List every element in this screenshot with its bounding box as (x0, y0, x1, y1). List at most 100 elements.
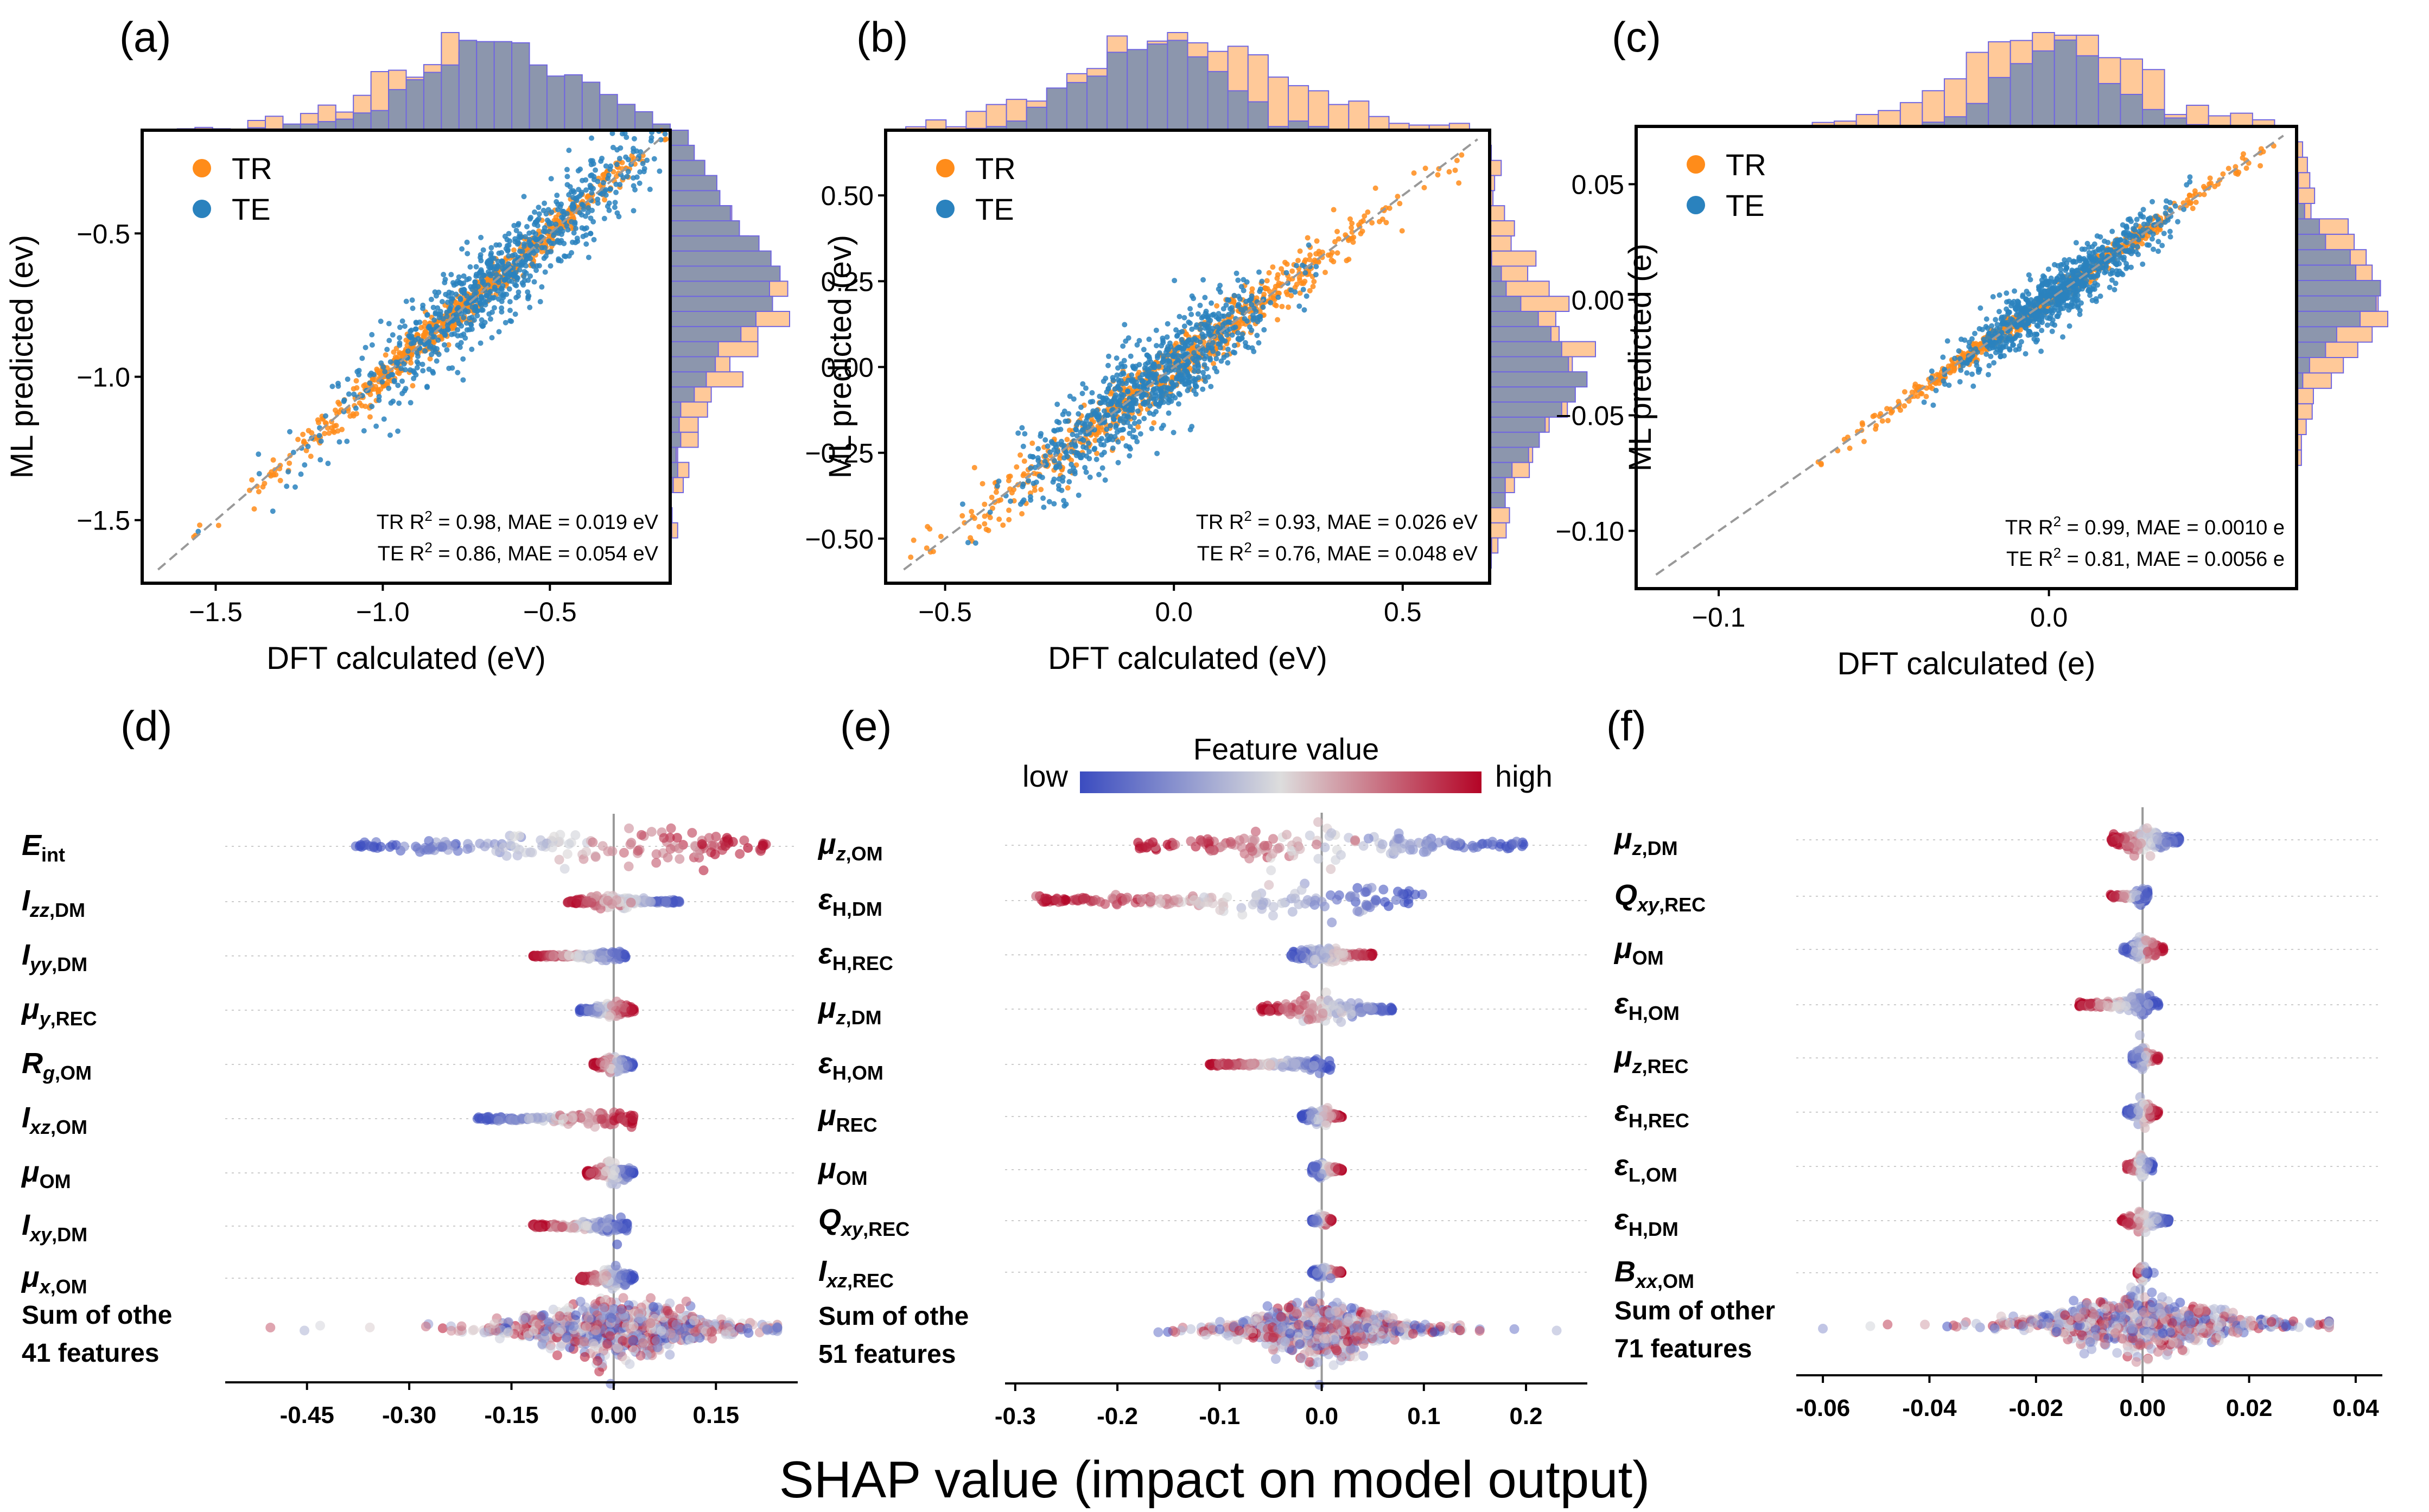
hist-bar-top (2230, 112, 2253, 127)
data-point (1126, 414, 1132, 420)
data-point (1990, 294, 1996, 299)
data-point (507, 299, 513, 305)
data-point (300, 431, 306, 437)
data-point (2127, 216, 2133, 222)
data-point (1177, 314, 1182, 320)
data-point (1080, 444, 1086, 450)
data-point (590, 219, 596, 225)
panel-label: (d) (120, 702, 172, 750)
data-point (498, 291, 504, 297)
hist-bar-top (1066, 82, 1088, 131)
data-point (1350, 239, 1356, 245)
data-point (251, 506, 257, 512)
data-point (1311, 279, 1317, 285)
x-tick-label: −1.5 (189, 597, 243, 627)
data-point (2058, 261, 2064, 267)
data-point (1110, 445, 1116, 451)
data-point (1121, 371, 1127, 377)
data-point (1256, 269, 1262, 275)
data-point (1045, 443, 1051, 449)
data-point (369, 342, 375, 348)
data-point (2034, 311, 2040, 317)
data-point (1165, 358, 1171, 363)
data-point (1247, 297, 1253, 303)
data-point (1080, 381, 1086, 387)
data-point (397, 335, 403, 341)
data-point (1993, 349, 1999, 355)
hist-bar-top (1966, 103, 1989, 127)
data-point (1214, 303, 1220, 309)
hist-bar-right (670, 326, 742, 342)
data-point (378, 318, 384, 324)
data-point (1006, 516, 1012, 522)
y-tick-label: −0.5 (77, 219, 130, 249)
data-point (450, 280, 456, 286)
data-point (1351, 234, 1357, 240)
data-point (579, 212, 585, 218)
data-point (989, 494, 995, 500)
data-point (1156, 350, 1162, 356)
data-point (2104, 247, 2110, 253)
data-point (1050, 440, 1055, 446)
legend-marker-train (1687, 155, 1705, 174)
data-point (542, 269, 548, 275)
data-point (1058, 438, 1064, 444)
y-axis-label: ML predicted (e) (1623, 244, 1658, 471)
data-point (1286, 304, 1292, 310)
data-point (1076, 411, 1082, 417)
colorbar-low-label: low (1022, 759, 1069, 793)
data-point (473, 273, 479, 279)
data-point (657, 168, 663, 174)
data-point (2167, 228, 2173, 234)
data-point (322, 420, 328, 426)
data-point (1241, 288, 1247, 294)
legend-label-test: TE (232, 192, 271, 226)
data-point (1456, 180, 1462, 186)
data-point (1042, 437, 1048, 443)
data-point (431, 317, 437, 323)
data-point (2188, 200, 2194, 206)
data-point (449, 331, 455, 337)
data-point (457, 344, 463, 350)
data-point (531, 279, 537, 285)
data-point (1078, 429, 1084, 435)
data-point (345, 376, 351, 382)
data-point (529, 261, 535, 267)
data-point (2058, 296, 2064, 302)
data-point (353, 378, 359, 384)
data-point (1150, 387, 1156, 393)
data-point (1256, 314, 1262, 320)
data-point (1422, 165, 1428, 171)
data-point (402, 323, 408, 329)
data-point (564, 174, 570, 180)
data-point (2225, 165, 2231, 171)
data-point (439, 299, 445, 305)
data-point (1104, 389, 1110, 395)
data-point (516, 289, 522, 295)
data-point (1993, 317, 1999, 323)
data-point (606, 200, 612, 206)
data-point (2047, 294, 2053, 299)
panel-label: (b) (856, 13, 908, 61)
data-point (411, 340, 417, 346)
data-point (1096, 471, 1102, 477)
panel-label: (c) (1612, 13, 1661, 61)
data-point (1999, 338, 2005, 344)
data-point (1969, 371, 1975, 377)
hist-bar-right (1489, 386, 1576, 403)
data-point (1006, 507, 1012, 513)
data-point (2110, 259, 2116, 265)
data-point (612, 205, 618, 210)
data-point (403, 298, 409, 304)
data-point (1181, 323, 1187, 329)
data-point (513, 227, 519, 233)
data-point (513, 295, 519, 301)
data-point (1233, 270, 1239, 276)
hist-bar-top (2186, 105, 2209, 127)
data-point (1452, 167, 1458, 173)
data-point (564, 167, 570, 173)
data-point (1231, 342, 1237, 348)
hist-bar-right (670, 371, 707, 388)
data-point (1994, 322, 2000, 328)
